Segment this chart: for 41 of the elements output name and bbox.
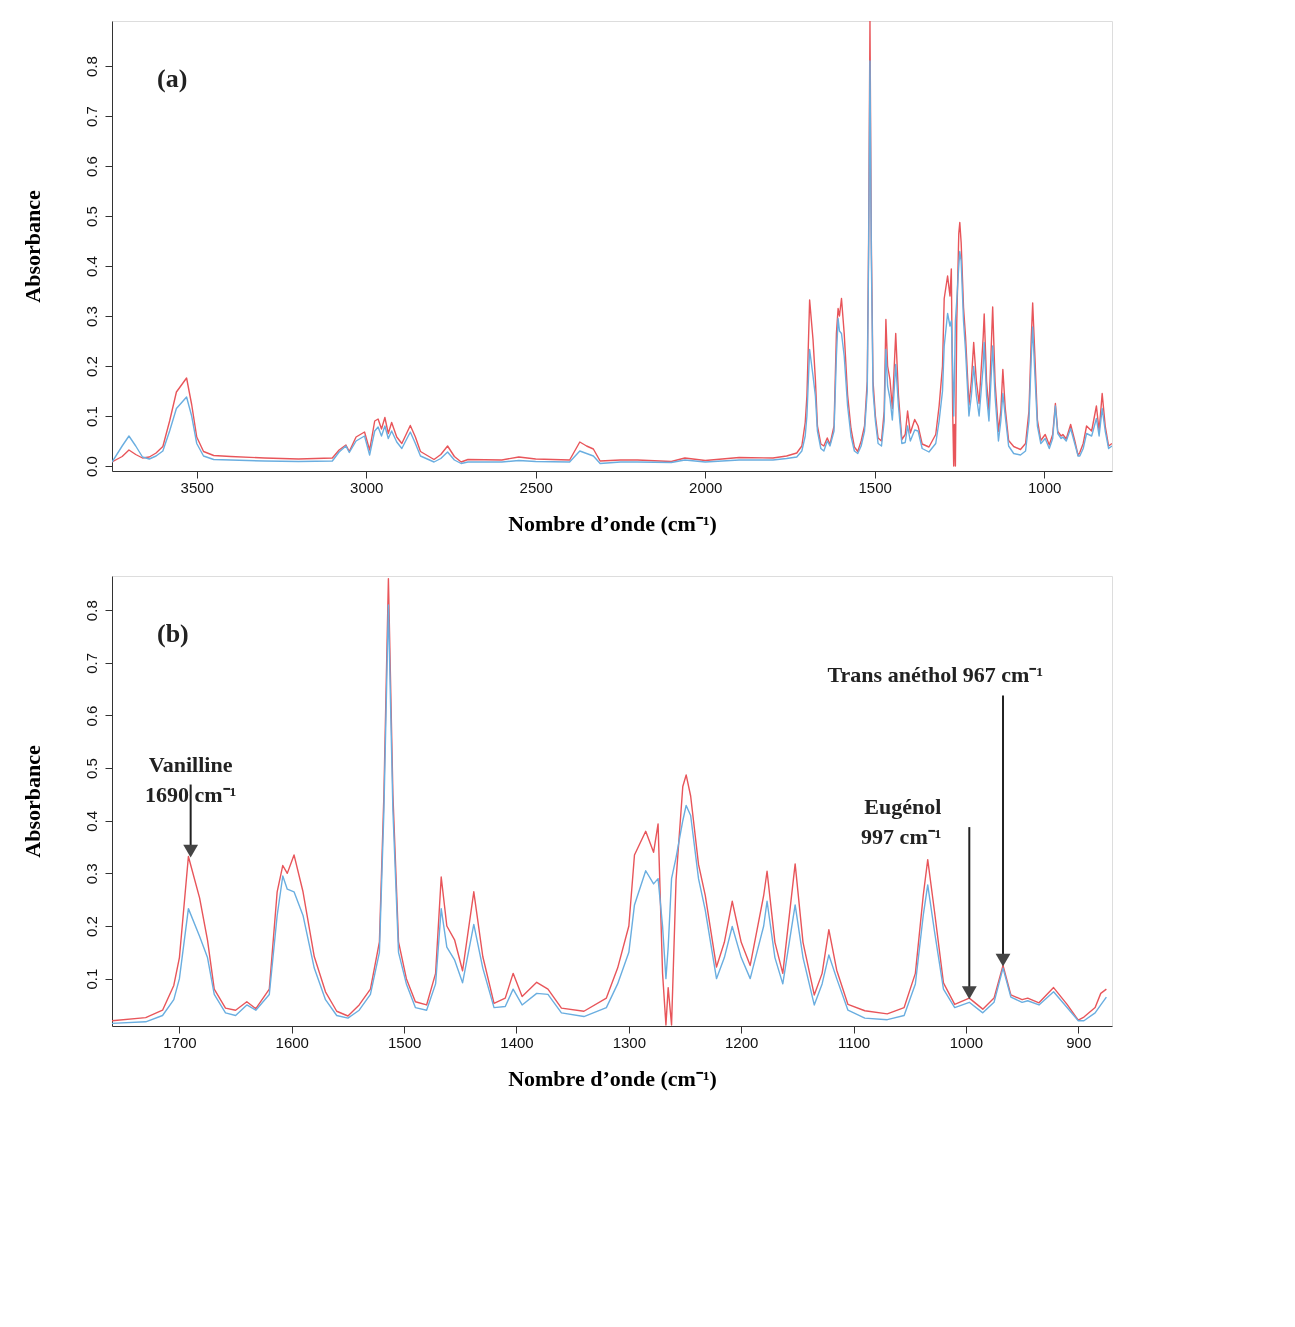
y-tick-label: 0.2 <box>82 916 100 937</box>
annotation: Vanilline 1690 cm⁻¹ <box>145 751 237 807</box>
annotation: (b) <box>157 619 189 648</box>
x-tick-label: 1100 <box>837 1033 871 1051</box>
y-tick-label: 0.1 <box>82 406 100 427</box>
y-tick-label: 0.8 <box>82 600 100 622</box>
annotation: Eugénol 997 cm⁻¹ <box>861 794 942 850</box>
y-tick-label: 0.6 <box>82 705 100 727</box>
x-tick-label: 3500 <box>180 478 214 496</box>
x-tick-label: 1500 <box>387 1033 422 1051</box>
annotation: (a) <box>157 64 188 93</box>
x-tick-label: 1500 <box>858 478 892 496</box>
y-axis-title: Absorbance <box>19 190 45 303</box>
x-tick-label: 1300 <box>612 1033 647 1051</box>
x-tick-label: 3000 <box>350 478 384 496</box>
y-tick-label: 0.5 <box>82 206 100 227</box>
x-tick-label: 1600 <box>275 1033 309 1051</box>
y-tick-label: 0.3 <box>82 863 100 885</box>
x-tick-label: 1200 <box>725 1033 759 1051</box>
y-tick-label: 0.3 <box>82 306 100 327</box>
x-tick-label: 1000 <box>949 1033 984 1051</box>
x-tick-label: 2500 <box>519 478 553 496</box>
y-tick-label: 0.6 <box>82 156 100 177</box>
y-tick-label: 0.7 <box>82 106 100 127</box>
x-tick-label: 1000 <box>1028 478 1062 496</box>
y-tick-label: 0.5 <box>82 758 100 780</box>
y-tick-label: 0.7 <box>82 652 100 674</box>
y-tick-label: 0.4 <box>82 256 100 277</box>
y-axis-title: Absorbance <box>19 745 45 858</box>
y-tick-label: 0.1 <box>82 968 100 990</box>
y-tick-label: 0.8 <box>82 56 100 77</box>
y-tick-label: 0.2 <box>82 356 100 377</box>
x-axis-title: Nombre d’onde (cm⁻¹) <box>508 510 717 536</box>
x-tick-label: 900 <box>1066 1033 1092 1051</box>
y-tick-label: 0.4 <box>82 810 100 832</box>
x-tick-label: 1400 <box>500 1033 534 1051</box>
annotation: Trans anéthol 967 cm⁻¹ <box>827 662 1044 688</box>
x-axis-title: Nombre d’onde (cm⁻¹) <box>508 1065 717 1091</box>
x-tick-label: 1700 <box>163 1033 197 1051</box>
y-tick-label: 0.0 <box>82 456 100 477</box>
x-tick-label: 2000 <box>689 478 723 496</box>
